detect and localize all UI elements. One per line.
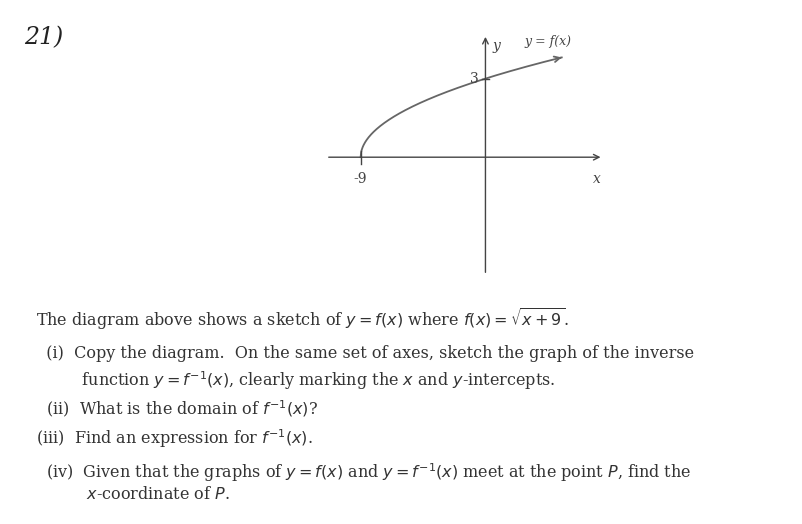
Text: (iii)  Find an expression for $f^{-1}(x)$.: (iii) Find an expression for $f^{-1}(x)$…	[36, 427, 313, 450]
Text: The diagram above shows a sketch of $y = f(x)$ where $f(x) = \sqrt{x+9}$.: The diagram above shows a sketch of $y =…	[36, 307, 568, 333]
Text: $x$-coordinate of $P$.: $x$-coordinate of $P$.	[36, 486, 229, 503]
Text: (i)  Copy the diagram.  On the same set of axes, sketch the graph of the inverse: (i) Copy the diagram. On the same set of…	[36, 345, 694, 362]
Text: x: x	[592, 172, 600, 185]
Text: -9: -9	[354, 172, 367, 185]
Text: y: y	[492, 39, 500, 53]
Text: function $y = f^{-1}(x)$, clearly marking the $x$ and $y$-intercepts.: function $y = f^{-1}(x)$, clearly markin…	[36, 369, 555, 392]
Text: (iv)  Given that the graphs of $y = f(x)$ and $y = f^{-1}(x)$ meet at the point : (iv) Given that the graphs of $y = f(x)$…	[36, 461, 691, 484]
Text: y = f(x): y = f(x)	[524, 35, 570, 48]
Text: 3: 3	[469, 72, 478, 85]
Text: (ii)  What is the domain of $f^{-1}(x)$?: (ii) What is the domain of $f^{-1}(x)$?	[36, 398, 318, 419]
Text: 21): 21)	[24, 26, 63, 49]
